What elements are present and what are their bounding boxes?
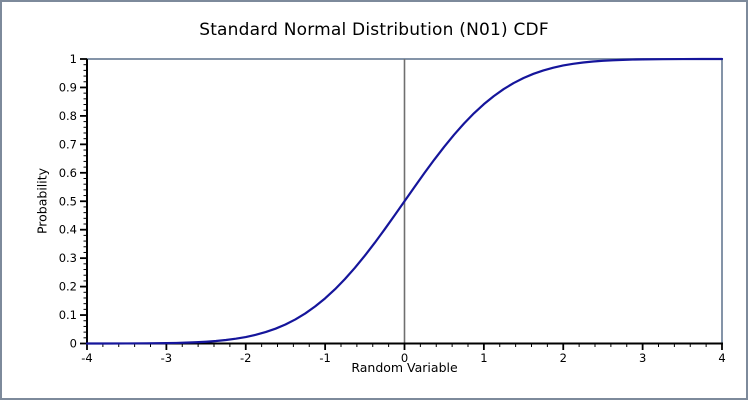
y-tick-label: 1 [70, 52, 77, 66]
y-tick-label: 0.4 [59, 223, 77, 237]
x-tick-label: -2 [240, 351, 251, 365]
y-axis-label: Probability [34, 167, 50, 235]
y-tick-label: 0.5 [59, 194, 77, 208]
x-tick-label: 2 [560, 351, 567, 365]
x-tick-label: -1 [319, 351, 330, 365]
y-tick-label: 0.3 [59, 251, 77, 265]
cdf-curve [85, 57, 724, 345]
x-tick-label: 0 [401, 351, 408, 365]
x-tick-label: 3 [639, 351, 646, 365]
x-tick-label: 4 [718, 351, 725, 365]
x-axis-label: Random Variable [351, 360, 458, 375]
y-tick-label: 0.7 [59, 137, 77, 151]
y-tick-label: 0.1 [59, 308, 77, 322]
y-tick-label: 0.2 [59, 280, 77, 294]
x-tick-label: 1 [480, 351, 487, 365]
x-tick-label: -3 [161, 351, 172, 365]
x-tick-label: -4 [81, 351, 92, 365]
y-tick-label: 0.8 [59, 109, 77, 123]
y-tick-label: 0.9 [59, 80, 77, 94]
y-tick-label: 0.6 [59, 166, 77, 180]
chart-title: Standard Normal Distribution (N01) CDF [199, 20, 549, 40]
y-tick-label: 0 [70, 337, 77, 351]
